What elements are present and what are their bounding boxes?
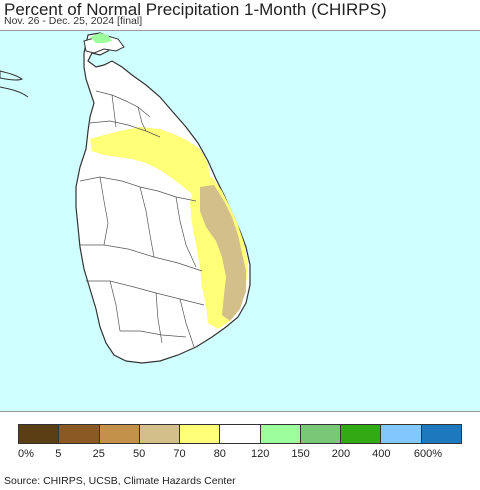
legend-swatch bbox=[381, 425, 422, 443]
ocean bbox=[0, 31, 480, 411]
map-subtitle: Nov. 26 - Dec. 25, 2024 [final] bbox=[4, 15, 143, 27]
legend-tick-label: 400 bbox=[372, 448, 391, 460]
legend-tick-label: 200 bbox=[331, 448, 351, 460]
rainfall-50-70-area bbox=[200, 185, 246, 321]
legend-tick-label: 120 bbox=[250, 448, 270, 460]
rainfall-70-80-area bbox=[90, 127, 210, 197]
legend-tick-label: 70 bbox=[173, 448, 186, 460]
legend-tick-label: 50 bbox=[132, 448, 146, 460]
legend-swatch bbox=[341, 425, 382, 443]
legend-tick-label: 0% bbox=[18, 448, 34, 460]
source-credit: Source: CHIRPS, UCSB, Climate Hazards Ce… bbox=[4, 475, 236, 487]
legend-swatch bbox=[59, 425, 100, 443]
map-title: Percent of Normal Precipitation 1-Month … bbox=[4, 0, 387, 19]
coast-fragment bbox=[0, 70, 23, 81]
legend-tick-label: 600% bbox=[413, 448, 443, 460]
legend-swatch bbox=[19, 425, 60, 443]
above-normal-patch bbox=[90, 33, 112, 43]
legend-swatch bbox=[139, 425, 181, 443]
legend-swatch bbox=[180, 425, 221, 443]
legend-tick-label: 150 bbox=[291, 448, 310, 460]
legend-tick-label: 25 bbox=[92, 448, 105, 460]
district-boundaries bbox=[79, 90, 205, 348]
legend-swatch bbox=[421, 425, 461, 443]
coast-fragment bbox=[0, 86, 29, 98]
map-panel bbox=[0, 30, 480, 412]
legend-tick-label: 80 bbox=[213, 448, 226, 460]
sri-lanka-map bbox=[0, 31, 480, 411]
legend-tick-label: 5 bbox=[55, 448, 62, 460]
legend-swatch bbox=[220, 425, 261, 443]
legend-swatch bbox=[99, 425, 140, 443]
legend-swatch bbox=[260, 425, 301, 443]
legend-color-bar bbox=[18, 424, 462, 444]
legend-labels: 0% 5 25 50 70 80 120 150 200 400 600% bbox=[0, 448, 480, 462]
legend-swatch bbox=[300, 425, 342, 443]
